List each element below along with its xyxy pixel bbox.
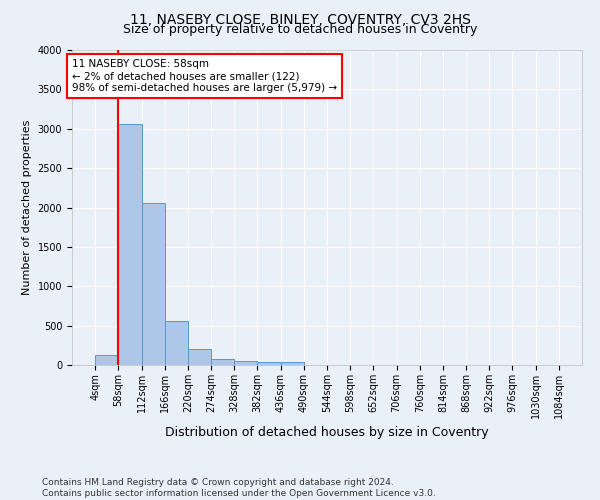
Bar	[257, 362, 281, 365]
Bar	[188, 349, 211, 365]
Text: Contains HM Land Registry data © Crown copyright and database right 2024.
Contai: Contains HM Land Registry data © Crown c…	[42, 478, 436, 498]
Y-axis label: Number of detached properties: Number of detached properties	[22, 120, 32, 295]
Text: 11 NASEBY CLOSE: 58sqm
← 2% of detached houses are smaller (122)
98% of semi-det: 11 NASEBY CLOSE: 58sqm ← 2% of detached …	[72, 60, 337, 92]
Text: Size of property relative to detached houses in Coventry: Size of property relative to detached ho…	[123, 22, 477, 36]
Bar	[95, 355, 118, 365]
Text: 11, NASEBY CLOSE, BINLEY, COVENTRY, CV3 2HS: 11, NASEBY CLOSE, BINLEY, COVENTRY, CV3 …	[130, 12, 470, 26]
Bar	[234, 360, 257, 365]
Bar	[211, 358, 234, 365]
X-axis label: Distribution of detached houses by size in Coventry: Distribution of detached houses by size …	[165, 426, 489, 439]
Bar	[165, 321, 188, 365]
Bar	[118, 124, 142, 365]
Bar	[281, 362, 304, 365]
Bar	[142, 203, 165, 365]
